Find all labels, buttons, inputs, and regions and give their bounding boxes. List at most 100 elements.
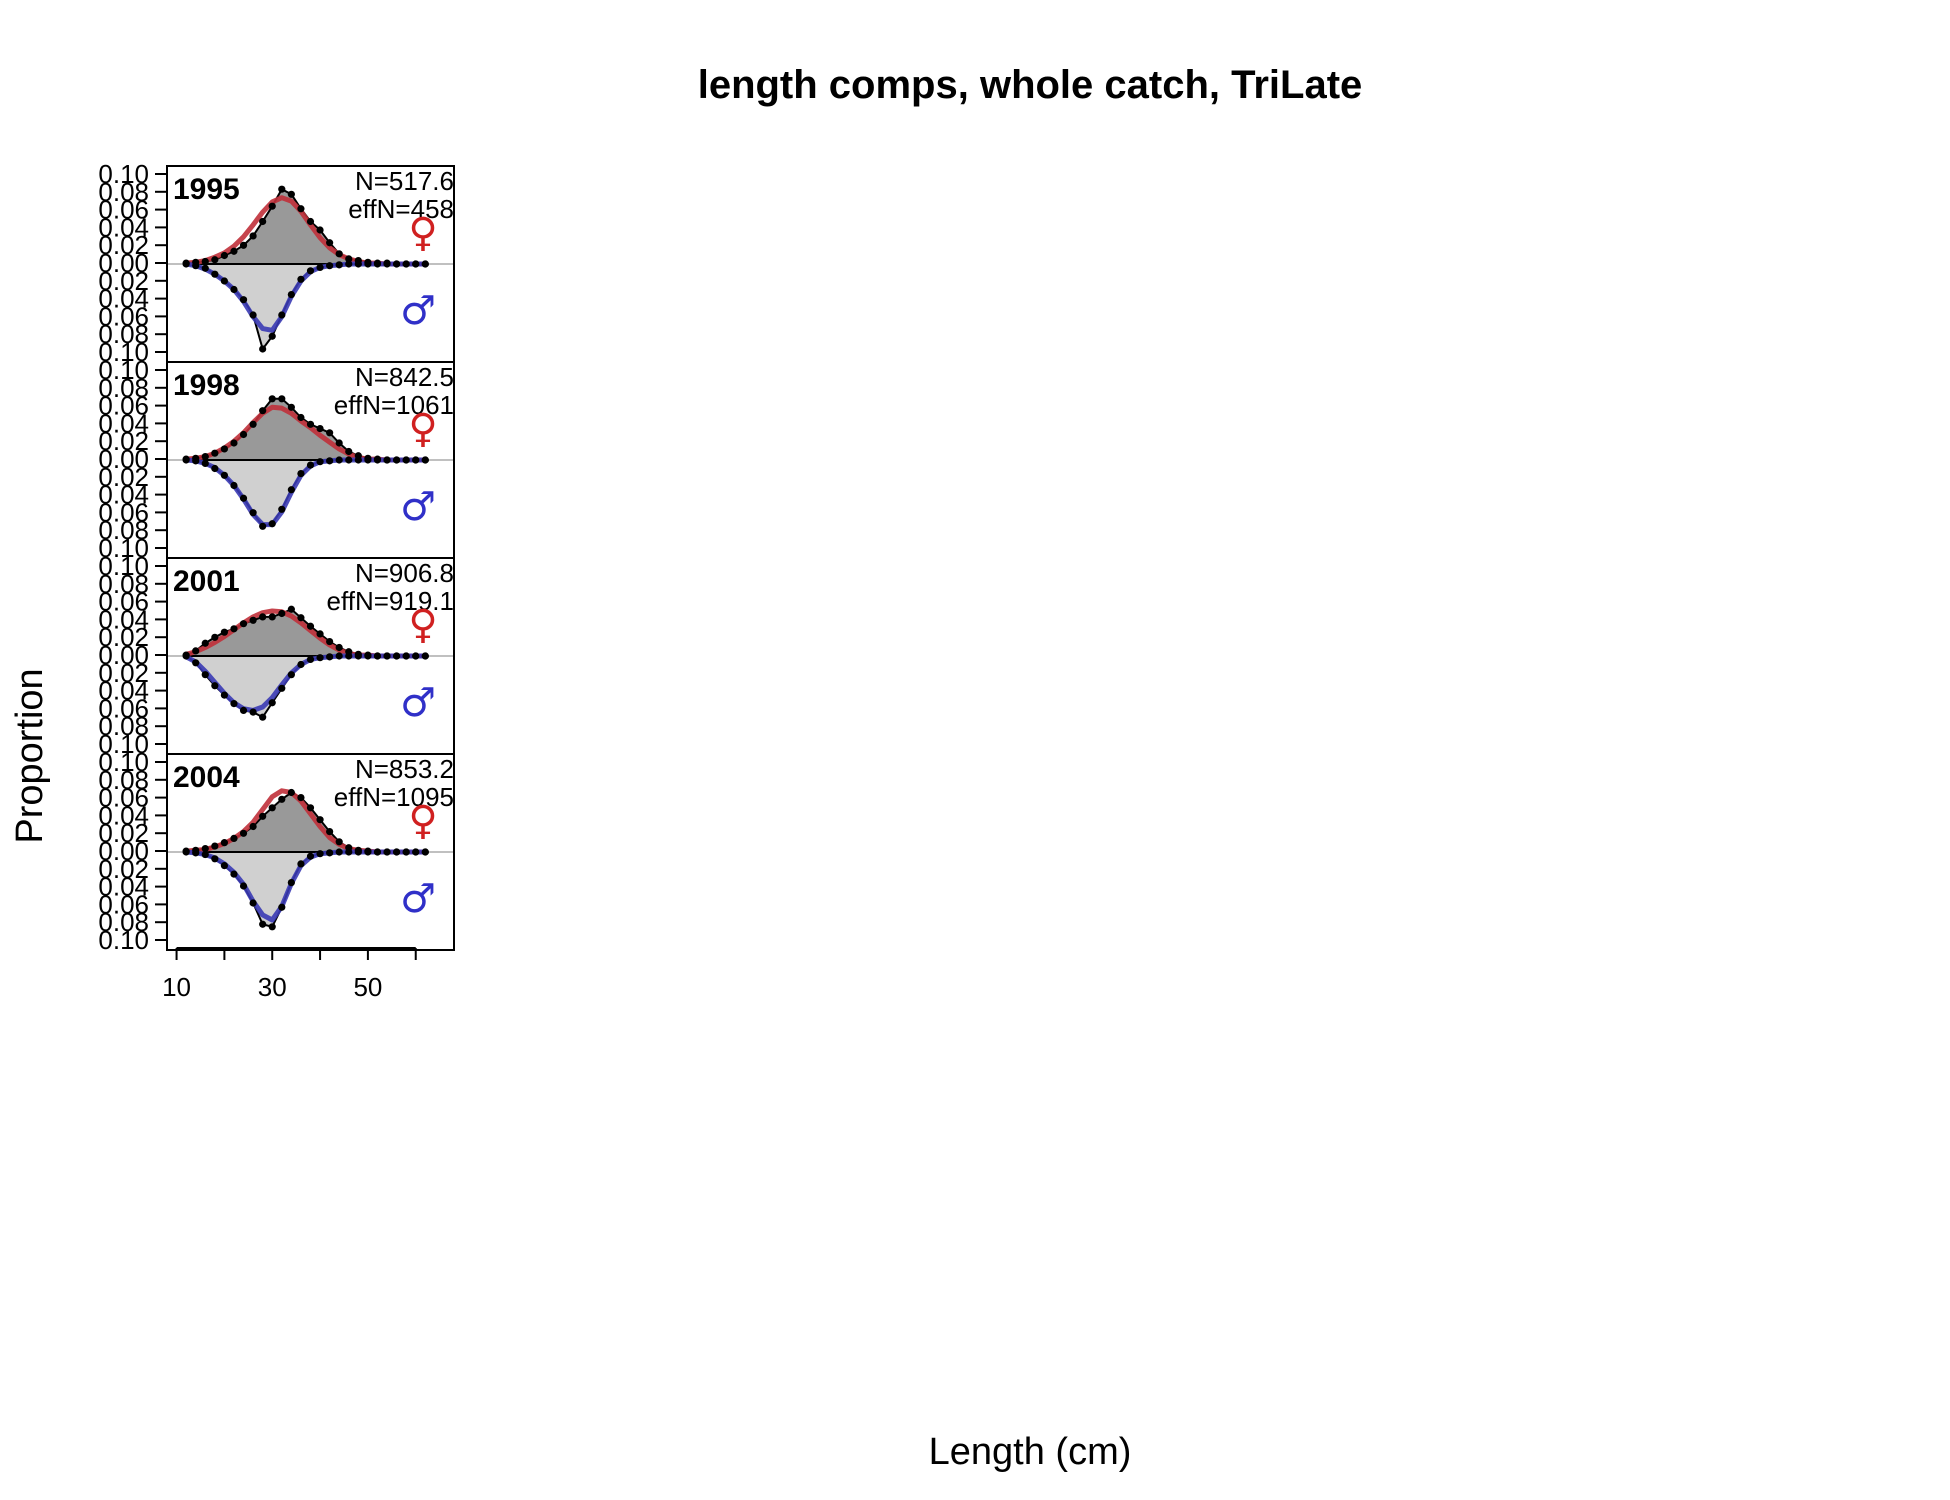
y-tick-label: 0.06: [98, 693, 149, 723]
female-observed-point: [230, 625, 238, 633]
male-observed-point: [239, 882, 248, 890]
panel-n-label: N=842.5: [355, 362, 454, 392]
y-tick-label: 0.04: [98, 408, 149, 438]
male-observed-point: [239, 706, 248, 715]
female-observed-point: [287, 788, 295, 797]
male-observed-point: [287, 291, 295, 299]
y-tick-label: 0.02: [98, 426, 149, 456]
male-observed-point: [306, 267, 315, 275]
panel-n-label: N=906.8: [355, 558, 454, 588]
male-observed-point: [249, 899, 257, 907]
male-observed-point: [297, 275, 305, 283]
female-observed-point: [211, 256, 219, 264]
male-observed-point: [259, 522, 267, 530]
male-observed-point: [182, 456, 190, 464]
y-tick-label: 0.08: [98, 711, 149, 741]
male-observed-point: [201, 850, 209, 859]
female-observed-point: [211, 633, 219, 641]
male-observed-point: [364, 652, 372, 660]
female-observed-point: [239, 829, 248, 837]
female-symbol-icon: ♀: [408, 602, 437, 648]
male-observed-point: [402, 456, 410, 464]
y-tick-label: 0.04: [98, 604, 149, 634]
male-symbol-icon: ♂: [400, 288, 436, 334]
male-observed-point: [412, 456, 420, 464]
female-observed-point: [316, 816, 324, 824]
panel-effn-label: effN=1095: [334, 782, 454, 812]
male-observed-point: [402, 848, 410, 856]
male-observed-point: [354, 260, 362, 268]
female-observed-point: [335, 250, 343, 258]
female-observed-point: [335, 643, 343, 652]
female-observed-point: [297, 413, 305, 422]
y-tick-label: 0.10: [98, 551, 149, 581]
male-symbol-icon: ♂: [400, 876, 436, 922]
panel-effn-label: effN=458: [348, 194, 454, 224]
y-tick-label: 0.02: [98, 818, 149, 848]
male-observed-point: [364, 848, 372, 856]
male-observed-point: [373, 848, 382, 856]
male-observed-area: [186, 656, 426, 718]
female-observed-area: [186, 609, 426, 656]
male-observed-point: [373, 652, 382, 660]
female-observed-point: [268, 804, 276, 812]
y-tick-label: 0.06: [98, 391, 149, 421]
male-observed-point: [383, 260, 391, 268]
y-axis-label: Proportion: [9, 668, 51, 843]
male-observed-point: [278, 311, 286, 319]
male-observed-point: [402, 652, 410, 660]
male-observed-point: [211, 464, 219, 473]
y-tick-label: 0.04: [98, 212, 149, 242]
male-expected-line: [185, 849, 426, 923]
male-observed-point: [421, 456, 429, 464]
y-tick-label: 0.02: [98, 622, 149, 652]
male-observed-point: [268, 520, 276, 528]
male-observed-point: [211, 855, 219, 863]
male-observed-point: [421, 260, 429, 268]
male-observed-point: [326, 849, 334, 857]
panel-year-label: 2004: [173, 761, 240, 794]
male-observed-point: [345, 652, 353, 660]
male-observed-point: [211, 270, 219, 278]
male-observed-point: [230, 285, 238, 294]
female-observed-point: [335, 439, 343, 447]
male-observed-point: [354, 456, 362, 464]
male-observed-point: [383, 848, 391, 856]
male-observed-point: [230, 700, 238, 708]
female-observed-point: [316, 630, 324, 638]
male-observed-point: [297, 660, 305, 669]
y-tick-label: 0.06: [98, 587, 149, 617]
male-observed-point: [373, 260, 382, 268]
y-tick-label: 0.04: [98, 872, 149, 902]
male-observed-point: [287, 486, 295, 494]
male-observed-point: [335, 652, 343, 660]
y-tick-label: 0.06: [98, 301, 149, 331]
y-tick-label: 0.08: [98, 765, 149, 795]
male-observed-point: [421, 848, 429, 856]
female-observed-point: [249, 616, 257, 624]
female-observed-point: [239, 430, 248, 439]
y-tick-label: 0.10: [98, 355, 149, 385]
male-observed-point: [345, 848, 353, 856]
female-observed-point: [249, 420, 257, 428]
y-tick-label: 0.02: [98, 462, 149, 492]
female-observed-point: [297, 205, 305, 213]
male-observed-point: [383, 456, 391, 464]
female-observed-point: [306, 804, 315, 812]
male-observed-point: [393, 848, 401, 856]
male-observed-point: [249, 311, 257, 319]
male-observed-point: [316, 850, 324, 858]
female-observed-point: [326, 239, 334, 247]
y-tick-label: 0.02: [98, 266, 149, 296]
female-observed-point: [220, 445, 228, 453]
male-observed-point: [239, 296, 248, 304]
y-tick-label: 0.00: [98, 640, 149, 670]
male-observed-point: [220, 691, 228, 699]
female-observed-point: [278, 185, 286, 193]
female-observed-point: [201, 639, 209, 647]
female-observed-point: [259, 407, 267, 415]
y-tick-label: 0.06: [98, 889, 149, 919]
male-observed-point: [211, 682, 219, 690]
male-observed-point: [192, 457, 200, 465]
